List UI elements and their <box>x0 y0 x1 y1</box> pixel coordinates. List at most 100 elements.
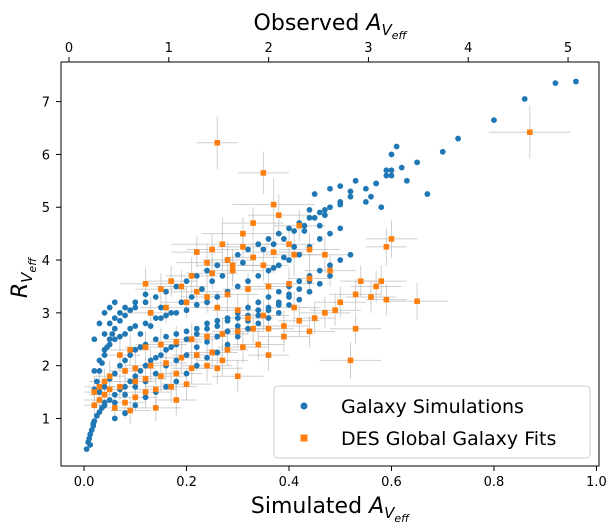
galaxy-simulation-point <box>398 164 405 171</box>
galaxy-simulation-point <box>255 320 262 327</box>
galaxy-simulation-point <box>245 278 251 285</box>
des-fit-point <box>204 333 210 340</box>
galaxy-simulation-point <box>316 236 323 242</box>
galaxy-simulation-point <box>270 265 277 271</box>
y-tick-label: 5 <box>42 201 50 216</box>
y-axis-title: RVeff <box>8 257 39 298</box>
des-fit-point <box>101 391 108 398</box>
galaxy-simulation-point <box>117 317 123 324</box>
galaxy-simulation-point <box>301 228 308 234</box>
galaxy-simulation-point <box>383 167 390 174</box>
galaxy-simulation-point <box>173 357 180 364</box>
galaxy-simulation-point <box>111 336 118 343</box>
y-tick-label: 3 <box>42 307 50 322</box>
des-fit-point <box>265 283 272 290</box>
des-fit-point <box>270 249 277 255</box>
galaxy-simulation-point <box>552 80 559 87</box>
des-fit-point <box>306 275 313 282</box>
des-fit-point <box>219 241 226 247</box>
galaxy-simulation-point <box>142 394 149 401</box>
galaxy-simulation-point <box>163 383 169 390</box>
legend-label-des-fits: DES Global Galaxy Fits <box>341 428 556 450</box>
des-fit-point <box>306 246 313 253</box>
des-fit-point <box>158 341 164 348</box>
galaxy-simulation-point <box>296 251 303 258</box>
des-fit-point <box>147 362 154 369</box>
galaxy-simulation-point <box>173 331 180 337</box>
galaxy-simulation-point <box>234 315 241 322</box>
galaxy-simulation-point <box>214 349 221 356</box>
des-fit-point <box>286 281 292 287</box>
top-x-tick-label: 1 <box>165 41 173 56</box>
des-fit-point <box>224 347 231 353</box>
galaxy-simulation-point <box>158 304 164 311</box>
des-fit-point <box>152 386 159 393</box>
galaxy-simulation-point <box>183 307 190 314</box>
des-fit-point <box>142 389 149 395</box>
x-tick-label: 0.2 <box>176 475 197 490</box>
des-fit-point <box>383 244 390 250</box>
des-fit-point <box>296 317 303 324</box>
galaxy-simulation-point <box>204 299 210 306</box>
galaxy-simulation-point <box>142 291 149 298</box>
galaxy-simulation-point <box>296 278 303 285</box>
galaxy-simulation-point <box>96 389 103 395</box>
galaxy-simulation-point <box>127 352 134 358</box>
des-fit-point <box>219 331 226 337</box>
galaxy-simulation-point <box>132 323 139 329</box>
des-fit-point <box>106 386 113 393</box>
galaxy-simulation-point <box>214 333 221 340</box>
galaxy-simulation-point <box>388 151 395 158</box>
galaxy-simulation-point <box>173 309 180 316</box>
galaxy-simulation-point <box>280 236 287 242</box>
galaxy-simulation-point <box>152 294 159 300</box>
des-fit-point <box>368 294 374 300</box>
x-tick-label: 0.6 <box>381 475 402 490</box>
galaxy-simulation-point <box>327 230 333 237</box>
des-fit-point <box>204 294 210 300</box>
des-fit-point <box>281 333 287 340</box>
galaxy-simulation-point <box>255 307 262 314</box>
galaxy-simulation-point <box>224 328 231 335</box>
galaxy-simulation-point <box>455 135 461 142</box>
des-fit-point <box>219 357 226 364</box>
galaxy-simulation-point <box>321 206 328 213</box>
galaxy-simulation-point <box>163 333 169 340</box>
des-fits-points <box>91 129 533 414</box>
galaxy-simulation-point <box>163 312 169 319</box>
des-fit-point <box>281 323 287 329</box>
des-fit-point <box>117 383 123 390</box>
des-fit-point <box>96 397 103 403</box>
galaxy-simulation-point <box>122 357 128 364</box>
des-fit-point <box>373 283 379 290</box>
galaxy-simulation-point <box>152 315 159 322</box>
galaxy-simulation-point <box>337 201 344 208</box>
des-fit-point <box>106 373 113 380</box>
galaxy-simulation-point <box>214 262 221 269</box>
y-tick-label: 6 <box>42 148 50 163</box>
galaxy-simulation-point <box>96 320 103 327</box>
des-fit-point <box>275 212 282 218</box>
galaxy-simulation-point <box>265 267 272 274</box>
galaxy-simulation-point <box>137 368 144 374</box>
des-fit-point <box>152 405 159 411</box>
des-fit-point <box>163 304 169 311</box>
galaxy-simulation-point <box>96 409 103 416</box>
galaxy-simulation-point <box>111 415 118 422</box>
galaxy-simulation-point <box>347 193 354 200</box>
des-fit-point <box>214 365 221 372</box>
galaxy-simulation-point <box>91 336 98 343</box>
galaxy-simulation-point <box>521 96 528 102</box>
galaxy-simulation-point <box>245 246 251 253</box>
galaxy-simulation-point <box>347 188 354 195</box>
galaxy-simulation-point <box>142 362 149 369</box>
top-x-tick-label: 3 <box>364 41 372 56</box>
des-fit-point <box>291 304 297 311</box>
des-fit-point <box>357 278 364 284</box>
des-fit-point <box>255 341 262 348</box>
galaxy-simulation-point <box>275 262 282 269</box>
des-fit-point <box>204 362 210 369</box>
galaxy-simulation-point <box>183 328 190 335</box>
bottom-x-ticks: 0.0 0.2 0.4 0.6 0.8 1.0 <box>74 466 607 490</box>
galaxy-simulation-point <box>147 357 154 364</box>
